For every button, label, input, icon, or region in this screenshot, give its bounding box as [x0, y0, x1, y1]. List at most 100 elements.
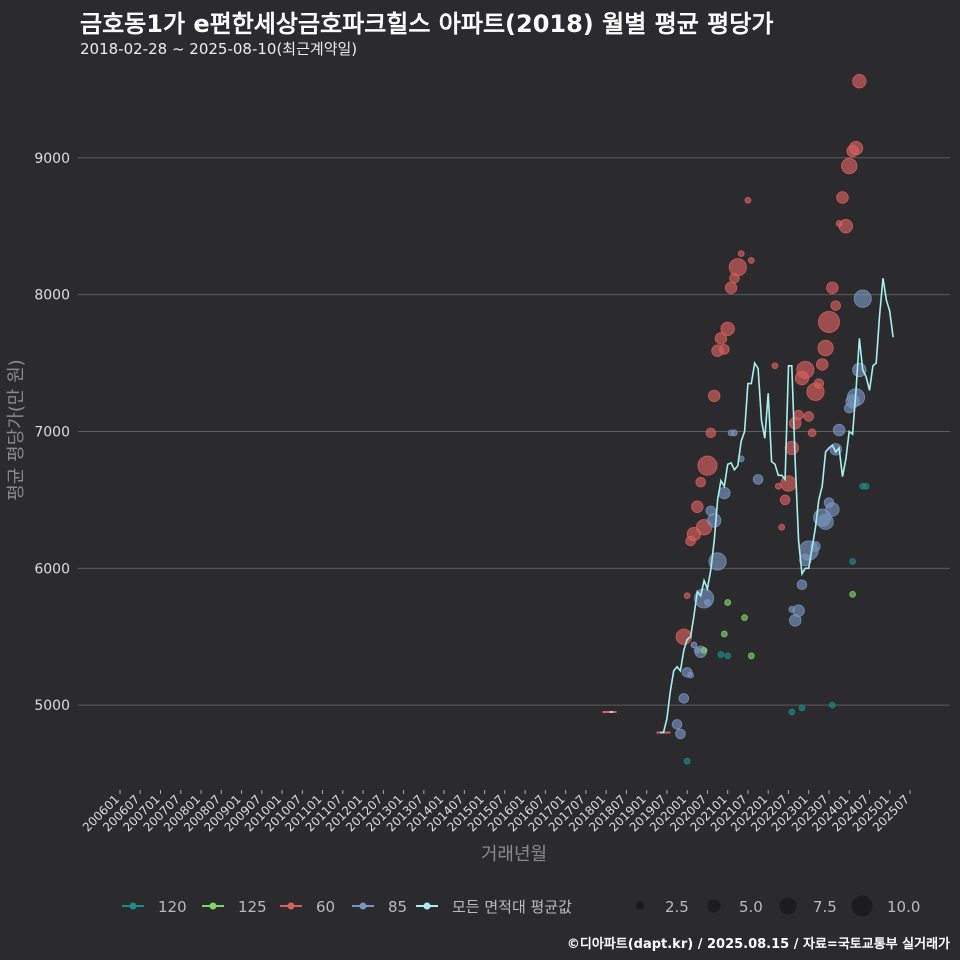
- point-60-29: [793, 409, 804, 421]
- y-tick-8000: 8000: [34, 288, 70, 304]
- point-85-15: [731, 429, 738, 437]
- point-60-25: [779, 494, 791, 506]
- legend-label-0: 120: [158, 898, 187, 916]
- source-footer: ©디아파트(dapt.kr) / 2025.08.15 / 자료=국토교통부 실…: [566, 937, 950, 952]
- point-85-17: [752, 474, 764, 485]
- point-60-14: [719, 344, 730, 355]
- point-60-13: [714, 332, 728, 345]
- average-line-segment-1: [660, 278, 894, 734]
- point-60-11: [707, 389, 721, 403]
- legend-size-label-1: 5.0: [739, 898, 763, 916]
- legend-dot-4: [423, 902, 431, 910]
- point-60-31: [796, 360, 815, 379]
- grid-lines: [78, 157, 950, 706]
- point-125-1: [720, 630, 728, 638]
- legend-label-2: 60: [316, 898, 335, 916]
- point-60-3: [683, 592, 691, 600]
- point-120-6: [849, 558, 856, 565]
- legend-size-dot-1: [707, 899, 721, 913]
- point-60-46: [848, 141, 864, 156]
- point-85-2: [678, 693, 690, 704]
- point-120-8: [862, 482, 870, 490]
- point-60-18: [728, 258, 747, 277]
- point-60-20: [744, 196, 752, 204]
- point-85-20: [792, 604, 805, 617]
- legend-label-3: 85: [388, 898, 407, 916]
- y-tick-9000: 9000: [34, 151, 70, 167]
- chart-title: 금호동1가 e편한세상금호파크힐스 아파트(2018) 월별 평균 평당가: [80, 10, 774, 38]
- point-120-0: [683, 757, 691, 765]
- legend-label-4: 모든 면적대 평균값: [452, 898, 572, 916]
- point-85-30: [832, 423, 846, 437]
- point-60-27: [784, 440, 799, 456]
- point-85-11: [707, 513, 722, 528]
- point-60-7: [695, 476, 706, 488]
- point-60-40: [830, 300, 841, 311]
- point-120-3: [788, 708, 796, 716]
- legend-dot-0: [129, 902, 137, 910]
- point-85-9: [704, 599, 711, 606]
- point-60-10: [705, 427, 717, 439]
- point-125-4: [747, 652, 755, 660]
- x-axis-label: 거래년월: [481, 844, 547, 865]
- point-120-2: [724, 652, 732, 660]
- point-85-35: [853, 289, 872, 308]
- point-85-26: [817, 513, 834, 530]
- point-60-15: [720, 321, 735, 336]
- point-120-1: [717, 651, 725, 658]
- point-125-2: [724, 599, 732, 606]
- legend-label-1: 125: [238, 898, 267, 916]
- point-60-22: [771, 362, 779, 370]
- point-60-37: [817, 339, 834, 357]
- y-tick-7000: 7000: [34, 424, 70, 440]
- point-60-44: [841, 157, 858, 175]
- point-85-5: [690, 641, 698, 649]
- legend-dot-2: [287, 902, 295, 910]
- point-60-2: [675, 628, 692, 645]
- legend-size-dot-2: [779, 897, 797, 915]
- point-85-1: [675, 728, 686, 740]
- point-60-33: [807, 428, 817, 438]
- point-125-3: [741, 614, 748, 621]
- point-120-5: [829, 701, 836, 709]
- point-60-47: [852, 74, 867, 89]
- point-120-4: [798, 704, 806, 712]
- legend-dot-3: [359, 902, 367, 910]
- y-tick-6000: 6000: [34, 561, 70, 577]
- chart-subtitle: 2018-02-28 ~ 2025-08-10(최근계약일): [80, 40, 358, 58]
- point-85-0: [671, 719, 683, 730]
- legend-size-dot-3: [851, 895, 873, 917]
- legend-dot-1: [209, 902, 217, 910]
- point-85-21: [796, 579, 808, 590]
- average-line-group: [609, 278, 894, 734]
- point-60-19: [737, 250, 745, 257]
- legend-size-label-3: 10.0: [887, 898, 920, 916]
- scatter-points: [602, 74, 872, 765]
- point-60-38: [818, 311, 840, 333]
- point-60-35: [813, 378, 825, 389]
- point-85-4: [687, 671, 694, 679]
- y-tick-5000: 5000: [34, 698, 70, 714]
- point-125-0: [700, 647, 708, 654]
- point-60-36: [816, 358, 829, 371]
- point-60-24: [778, 523, 786, 531]
- y-tick-labels: 5000 6000 7000 8000 9000: [34, 151, 70, 714]
- point-85-28: [825, 502, 840, 517]
- point-60-43: [838, 219, 854, 234]
- point-60-42: [836, 191, 849, 204]
- point-60-6: [691, 500, 704, 513]
- point-85-34: [852, 362, 867, 378]
- y-axis-label: 평균 평당가(만 원): [6, 359, 27, 500]
- x-tick-labels: 2006012006072007012007072008012008072009…: [80, 790, 912, 835]
- legend: 120 125 60 85 모든 면적대 평균값 2.5 5.0 7.5 10.0: [122, 895, 920, 917]
- point-125-5: [849, 590, 856, 598]
- point-60-39: [826, 281, 839, 294]
- legend-size-label-0: 2.5: [665, 898, 689, 916]
- point-60-32: [803, 411, 814, 422]
- point-85-12: [708, 552, 727, 571]
- point-60-9: [697, 455, 718, 476]
- point-60-16: [724, 281, 738, 294]
- legend-size-label-2: 7.5: [813, 898, 837, 916]
- point-60-21: [747, 257, 755, 264]
